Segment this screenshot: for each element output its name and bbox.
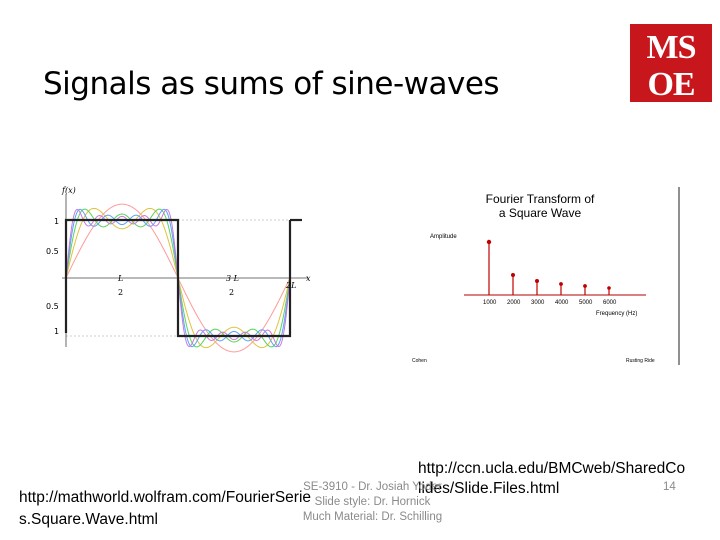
ft-footer-left: Cohen: [412, 358, 427, 364]
ft-title-line2: a Square Wave: [499, 206, 582, 220]
x-label-x: x: [306, 274, 311, 283]
footer-material: Much Material: Dr. Schilling: [302, 511, 443, 523]
frequency-label: Frequency (Hz): [596, 311, 637, 317]
msoe-logo: MS OE: [630, 24, 712, 102]
mathworld-link[interactable]: http://mathworld.wolfram.com/FourierSeri…: [19, 487, 311, 531]
footer-style: Slide style: Dr. Hornick: [314, 496, 431, 508]
tick-2000: 2000: [507, 300, 521, 306]
fourier-curves: [64, 203, 302, 353]
amplitude-label: Amplitude: [430, 234, 457, 240]
x-label-2L: 2L: [285, 281, 296, 290]
tick-5000: 5000: [579, 300, 593, 306]
page-number: 14: [663, 481, 676, 493]
square-wave: [64, 218, 292, 338]
footer-course: SE-3910 - Dr. Josiah Yoder: [303, 481, 442, 493]
y-label-neg05: 0.5: [46, 302, 59, 311]
ucla-link[interactable]: http://ccn.ucla.edu/BMCweb/SharedCo lide…: [418, 459, 685, 499]
y-label-neg1: 1: [54, 327, 59, 336]
fourier-transform-figure: Fourier Transform of a Square Wave Ampli…: [408, 187, 680, 365]
tick-6000: 6000: [603, 300, 617, 306]
mathworld-link-line2[interactable]: s.Square.Wave.html: [19, 511, 158, 528]
x-label-2a: 2: [118, 288, 123, 297]
mathworld-link-line1[interactable]: http://mathworld.wolfram.com/FourierSeri…: [19, 489, 312, 506]
ucla-link-line1[interactable]: http://ccn.ucla.edu/BMCweb/SharedCo: [418, 460, 686, 477]
slide-footer: SE-3910 - Dr. Josiah Yoder Slide style: …: [290, 480, 455, 525]
ft-title-line1: Fourier Transform of: [486, 192, 595, 206]
slide-title: Signals as sums of sine-waves: [43, 66, 500, 102]
svg-text:OE: OE: [647, 66, 694, 102]
tick-1000: 1000: [483, 300, 497, 306]
ft-footer-right: Rusting Ride: [626, 358, 655, 364]
y-label-05: 0.5: [46, 247, 59, 256]
tick-3000: 3000: [531, 300, 545, 306]
square-wave-fourier-series-figure: f(x) 1 0.5 0.5 1 L 2 3 L 2 2L x: [40, 182, 322, 364]
tick-4000: 4000: [555, 300, 569, 306]
svg-text:MS: MS: [647, 29, 696, 66]
y-label-1: 1: [54, 217, 59, 226]
x-label-L: L: [117, 274, 123, 283]
ucla-link-line2[interactable]: lides/Slide.Files.html: [418, 480, 560, 497]
fx-label: f(x): [61, 186, 76, 195]
x-label-3L: 3 L: [226, 274, 239, 283]
x-label-2b: 2: [229, 288, 234, 297]
